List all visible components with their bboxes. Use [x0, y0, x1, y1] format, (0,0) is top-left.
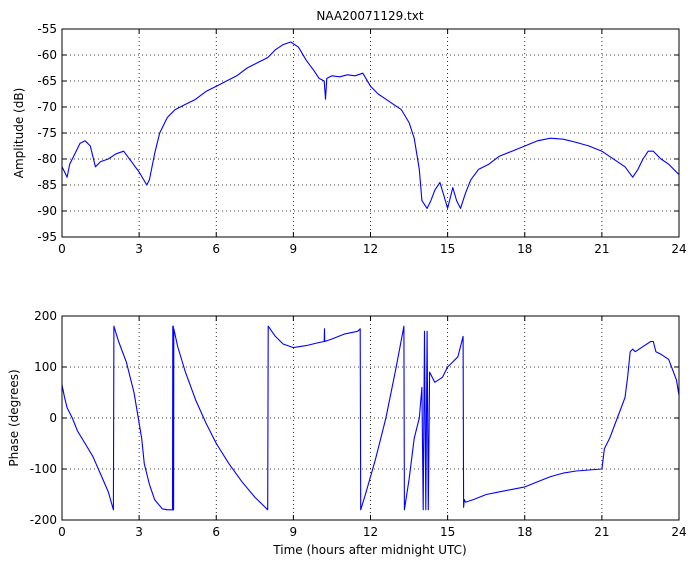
x-tick-label: 21 — [594, 242, 609, 256]
phase-series-line — [61, 325, 680, 511]
phase-panel: 0 3 6 9 12 15 18 21 24 -200 -100 0 100 200 — [30, 309, 687, 539]
x-tick-label: 9 — [290, 242, 298, 256]
y-tick-label: 0 — [49, 411, 57, 425]
y-tick-label: -70 — [37, 100, 57, 114]
amplitude-panel: 0 3 6 9 12 15 18 21 24 -95 -90 -85 -80 -75 -70 -65 -60 -5… — [37, 22, 686, 256]
x-tick-label: 6 — [212, 525, 220, 539]
time-axis-label: Time (hours after midnight UTC) — [272, 543, 466, 557]
x-tick-label: 24 — [671, 242, 686, 256]
amplitude-axis-label: Amplitude (dB) — [12, 88, 26, 179]
y-tick-label: -85 — [37, 178, 57, 192]
x-tick-label: 0 — [58, 242, 66, 256]
y-tick-label: -55 — [37, 22, 57, 36]
x-tick-label: 12 — [363, 525, 378, 539]
y-tick-label: -200 — [30, 513, 57, 527]
y-tick-label: -90 — [37, 204, 57, 218]
chart-title: NAA20071129.txt — [316, 9, 423, 23]
x-tick-label: 0 — [58, 525, 66, 539]
x-tick-label: 3 — [135, 242, 143, 256]
x-tick-label: 18 — [517, 525, 532, 539]
x-tick-label: 6 — [212, 242, 220, 256]
y-tick-label: 100 — [34, 360, 57, 374]
amplitude-series-line — [61, 41, 680, 209]
x-tick-label: 18 — [517, 242, 532, 256]
x-tick-label: 15 — [440, 525, 455, 539]
x-tick-label: 15 — [440, 242, 455, 256]
y-tick-label: -60 — [37, 48, 57, 62]
x-tick-label: 3 — [135, 525, 143, 539]
x-tick-label: 21 — [594, 525, 609, 539]
y-tick-label: -80 — [37, 152, 57, 166]
y-tick-label: -75 — [37, 126, 57, 140]
y-tick-label: 200 — [34, 309, 57, 323]
y-tick-label: -95 — [37, 230, 57, 244]
y-tick-label: -100 — [30, 462, 57, 476]
y-tick-label: -65 — [37, 74, 57, 88]
x-tick-label: 9 — [290, 525, 298, 539]
phase-axis-label: Phase (degrees) — [7, 369, 21, 466]
x-tick-label: 12 — [363, 242, 378, 256]
x-tick-label: 24 — [671, 525, 686, 539]
